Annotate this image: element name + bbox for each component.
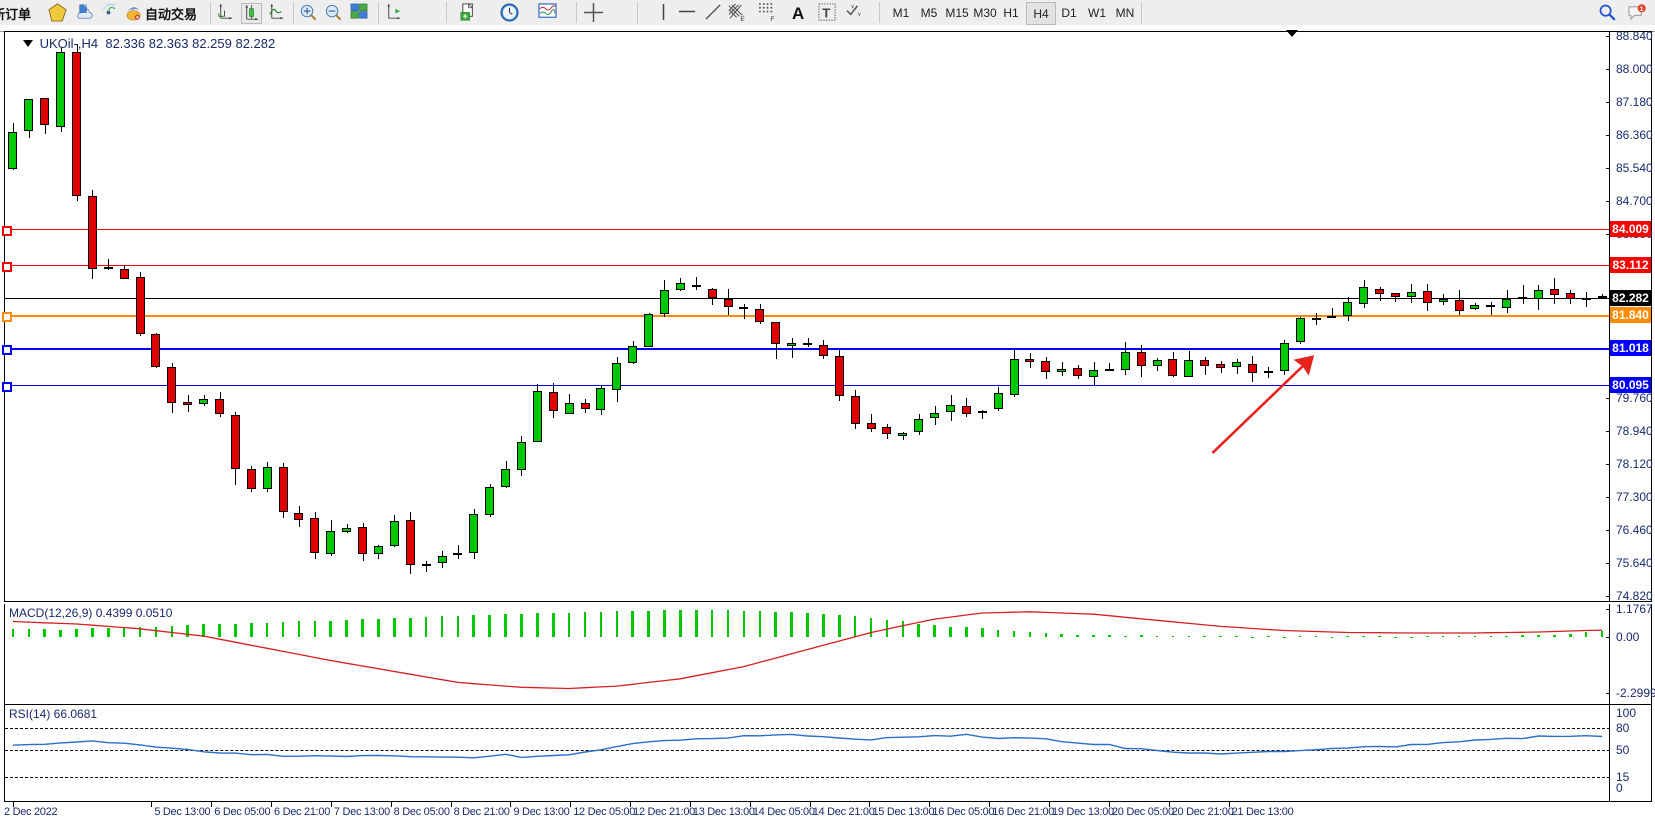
svg-text:F: F <box>770 16 774 22</box>
svg-text:E: E <box>740 16 745 22</box>
svg-text:T: T <box>822 5 830 20</box>
svg-text:1: 1 <box>1640 6 1644 13</box>
